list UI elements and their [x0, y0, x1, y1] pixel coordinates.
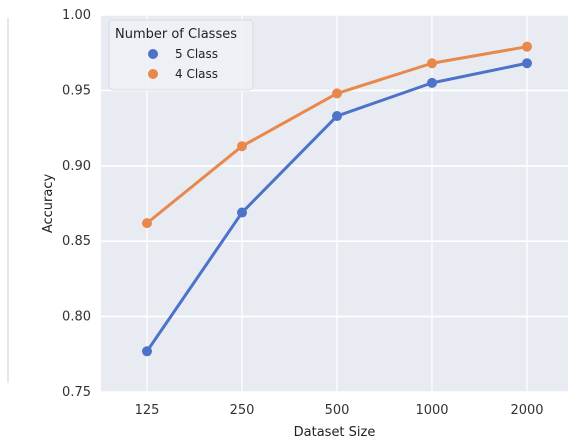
- x-tick-label: 2000: [510, 403, 543, 418]
- legend-entries: 5 Class 4 Class: [148, 47, 218, 81]
- series-1: [142, 41, 532, 229]
- y-tick-label: 0.95: [62, 83, 91, 98]
- legend: Number of Classes 5 Class 4 Class: [108, 19, 254, 91]
- data-point: [522, 41, 532, 52]
- data-point: [237, 207, 247, 218]
- series-0: [142, 58, 532, 357]
- data-point: [237, 141, 247, 152]
- y-tick-label: 1.00: [62, 8, 91, 23]
- x-tick-label: 1000: [415, 403, 448, 418]
- figure-edge-line: [7, 18, 9, 383]
- grid-lines: [101, 14, 568, 393]
- data-point: [427, 77, 437, 88]
- series-layer: [142, 41, 532, 357]
- legend-title: Number of Classes: [115, 27, 237, 42]
- y-axis-label: Accuracy: [41, 174, 56, 234]
- data-point: [142, 218, 152, 229]
- legend-box: [108, 19, 254, 91]
- x-tick-labels: 125 250 500 1000 2000: [135, 403, 544, 418]
- legend-marker: [148, 69, 158, 79]
- y-tick-label: 0.90: [62, 159, 91, 174]
- legend-marker: [148, 49, 158, 59]
- data-point: [332, 88, 342, 99]
- legend-label: 5 Class: [175, 47, 218, 61]
- data-point: [142, 346, 152, 357]
- y-tick-label: 0.80: [62, 310, 91, 325]
- data-point: [522, 58, 532, 69]
- y-tick-label: 0.85: [62, 234, 91, 249]
- x-tick-label: 125: [135, 403, 160, 418]
- data-point: [332, 111, 342, 122]
- x-tick-label: 250: [230, 403, 255, 418]
- legend-label: 4 Class: [175, 67, 218, 81]
- data-point: [427, 58, 437, 69]
- x-tick-label: 500: [325, 403, 350, 418]
- x-axis-label: Dataset Size: [294, 425, 376, 440]
- y-tick-label: 0.75: [62, 385, 91, 400]
- y-tick-labels: 0.75 0.80 0.85 0.90 0.95 1.00: [62, 8, 91, 400]
